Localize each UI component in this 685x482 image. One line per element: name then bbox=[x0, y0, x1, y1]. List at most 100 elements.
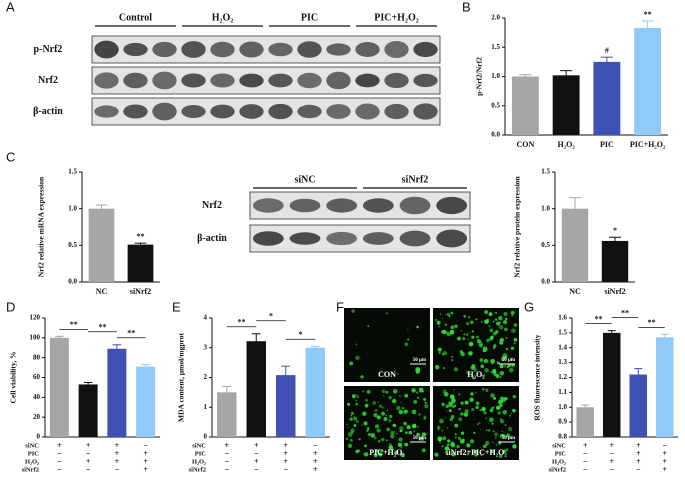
fluorescent-cell bbox=[416, 426, 419, 428]
fluorescent-cell bbox=[396, 432, 398, 435]
fluorescent-cell bbox=[485, 348, 488, 351]
fluorescent-cell bbox=[413, 399, 418, 404]
fluorescent-cell bbox=[450, 441, 455, 446]
fluorescent-cell bbox=[363, 453, 365, 455]
fluorescent-cell bbox=[365, 398, 368, 402]
fluorescent-cell bbox=[471, 330, 474, 333]
fluorescent-cell bbox=[449, 329, 455, 335]
fluorescent-cell bbox=[358, 438, 361, 441]
x-tick-label: NC bbox=[569, 287, 581, 296]
y-axis-title: Cell viability, % bbox=[9, 352, 18, 404]
treatment-sign: + bbox=[283, 441, 288, 450]
fluorescent-cell bbox=[505, 317, 508, 321]
fluorescent-cell bbox=[464, 400, 469, 405]
treatment-sign: − bbox=[86, 449, 91, 458]
bar bbox=[127, 244, 154, 282]
blot-column-label: PIC bbox=[301, 12, 318, 23]
blot-band bbox=[181, 41, 206, 58]
fluorescent-cell bbox=[498, 454, 503, 458]
fluorescent-cell bbox=[392, 389, 398, 394]
fluorescent-cell bbox=[353, 424, 357, 427]
treatment-sign: − bbox=[583, 457, 588, 466]
bar bbox=[276, 375, 296, 437]
treatment-sign: + bbox=[636, 457, 641, 466]
fluorescent-cell bbox=[454, 436, 457, 439]
fluorescent-cell bbox=[445, 313, 447, 316]
y-axis-title: ROS fluorescence intensity bbox=[533, 334, 542, 420]
fluorescent-cell bbox=[446, 313, 450, 317]
treatment-sign: + bbox=[143, 457, 148, 466]
fluorescent-cell bbox=[485, 440, 490, 445]
fluorescent-cell bbox=[411, 423, 417, 429]
fluorescent-cell bbox=[475, 405, 479, 410]
treatment-label: PIC bbox=[28, 450, 40, 457]
y-tick-label: 1.3 bbox=[558, 358, 567, 366]
fluorescent-cell bbox=[366, 389, 371, 394]
fluorescent-cell bbox=[499, 364, 504, 369]
fluorescent-cell bbox=[364, 444, 367, 448]
fluorescent-cell bbox=[355, 399, 358, 402]
y-tick-label: 80 bbox=[33, 353, 41, 361]
fluorescent-cell bbox=[369, 433, 372, 435]
comparison-label: ** bbox=[621, 308, 629, 317]
blot-band bbox=[252, 198, 284, 213]
treatment-sign: + bbox=[662, 449, 667, 458]
scale-bar-label: 50 μm bbox=[502, 358, 516, 363]
blot-band bbox=[181, 73, 206, 88]
fluorescent-cell bbox=[457, 336, 461, 341]
image-label: siNrf2+PIC+H₂O₂ bbox=[445, 448, 507, 457]
fluorescent-cell bbox=[483, 374, 486, 377]
treatment-label: H₂O₂ bbox=[552, 458, 566, 465]
fluorescent-cell bbox=[496, 405, 501, 410]
fluorescent-cell bbox=[460, 329, 463, 332]
fluorescent-cell bbox=[513, 337, 518, 342]
y-tick-label: 0.5 bbox=[68, 241, 77, 249]
blot-band bbox=[399, 196, 431, 215]
treatment-sign: + bbox=[283, 457, 288, 466]
blot-band bbox=[152, 102, 177, 121]
y-tick-label: 0 bbox=[37, 433, 41, 441]
fluorescent-cell bbox=[513, 342, 516, 345]
bar bbox=[601, 240, 629, 282]
fluorescent-cell bbox=[379, 404, 383, 408]
comparison-label: ** bbox=[648, 318, 656, 327]
fluorescent-cell bbox=[439, 418, 444, 424]
y-axis-title: Nrf2 relative protein expression bbox=[513, 175, 522, 277]
fluorescent-cell bbox=[448, 409, 452, 413]
fluorescent-cell bbox=[475, 401, 480, 406]
fluorescent-cell bbox=[492, 320, 495, 323]
treatment-sign: − bbox=[86, 465, 91, 474]
fluorescent-cell bbox=[367, 325, 370, 328]
fluorescent-cell bbox=[466, 452, 470, 456]
fluorescent-cell bbox=[404, 342, 409, 347]
fluorescent-cell bbox=[411, 409, 417, 415]
fluorescent-cell bbox=[350, 415, 353, 417]
fluorescent-cell bbox=[468, 351, 473, 356]
fluorescent-cell bbox=[388, 395, 392, 400]
blot-band bbox=[326, 104, 351, 119]
fluorescent-cell bbox=[350, 439, 353, 442]
blot-strip bbox=[91, 35, 441, 64]
fluorescent-cell bbox=[434, 364, 440, 370]
treatment-label: H₂O₂ bbox=[192, 458, 206, 465]
fluorescent-cell bbox=[404, 409, 408, 414]
treatment-label: siNC bbox=[25, 442, 39, 449]
fluorescent-cell bbox=[446, 453, 449, 456]
treatment-sign: − bbox=[115, 465, 120, 474]
fluorescent-cell bbox=[485, 429, 488, 431]
fluorescent-cell bbox=[347, 402, 351, 406]
fluorescent-cell bbox=[460, 351, 465, 357]
fluorescent-cell bbox=[400, 452, 405, 458]
fluorescent-cell bbox=[388, 418, 392, 423]
fluorescent-cell bbox=[469, 439, 475, 444]
fluorescent-cell bbox=[491, 449, 495, 453]
fluorescent-cell bbox=[481, 387, 485, 391]
fluorescent-cell bbox=[484, 359, 487, 361]
fluorescent-cell bbox=[510, 310, 515, 315]
treatment-label: siNC bbox=[192, 442, 206, 449]
fluorescent-cell bbox=[494, 432, 498, 437]
fluorescent-cell bbox=[502, 353, 508, 358]
treatment-sign: − bbox=[662, 441, 667, 450]
fluorescent-cell bbox=[479, 358, 484, 362]
